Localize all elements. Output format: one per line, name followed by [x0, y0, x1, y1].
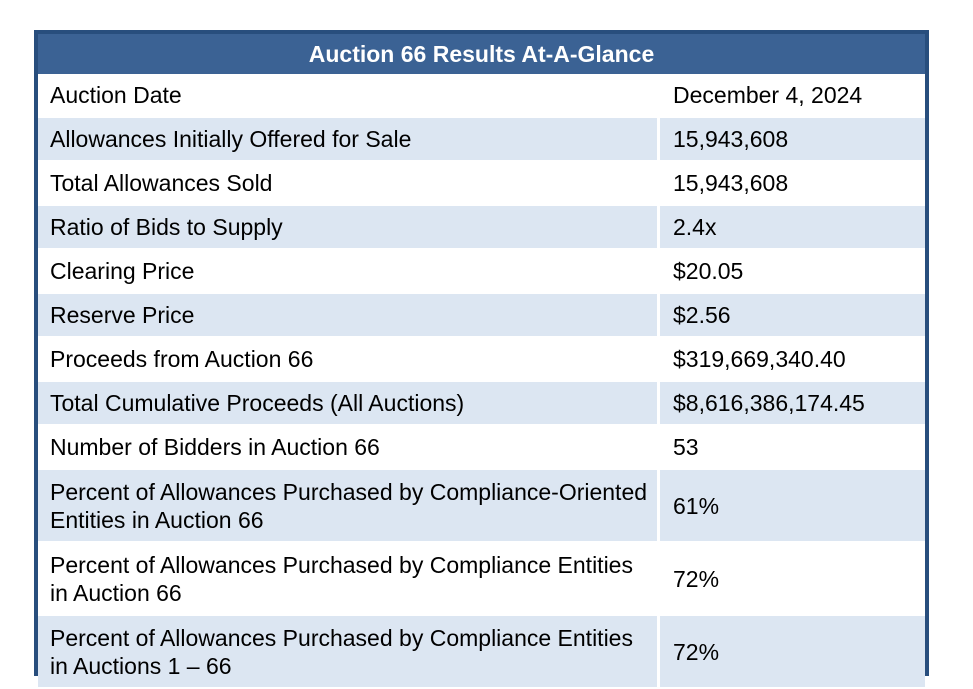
row-label: Total Allowances Sold [38, 162, 660, 204]
row-value: December 4, 2024 [673, 82, 863, 108]
row-value: $319,669,340.40 [673, 346, 846, 372]
row-label: Total Cumulative Proceeds (All Auctions) [38, 382, 660, 424]
table-row-auction-date: Auction Date December 4, 2024 [38, 74, 925, 116]
row-label: Reserve Price [38, 294, 660, 336]
table-row-compliance-oriented-percent: Percent of Allowances Purchased by Compl… [38, 468, 925, 541]
table-row-proceeds: Proceeds from Auction 66 $319,669,340.40 [38, 336, 925, 380]
row-value: 61% [660, 470, 925, 541]
table-row-clearing-price: Clearing Price $20.05 [38, 248, 925, 292]
row-value: 72% [673, 565, 720, 592]
row-label: Clearing Price [38, 250, 660, 292]
table-row-bidders: Number of Bidders in Auction 66 53 [38, 424, 925, 468]
table-title: Auction 66 Results At-A-Glance [38, 34, 925, 74]
table-row-bid-ratio: Ratio of Bids to Supply 2.4x [38, 204, 925, 248]
row-value: 15,943,608 [660, 118, 925, 160]
row-value: $2.56 [660, 294, 925, 336]
row-label: Percent of Allowances Purchased by Compl… [38, 616, 660, 687]
table-row-compliance-entities-percent: Percent of Allowances Purchased by Compl… [38, 541, 925, 614]
row-label: Percent of Allowances Purchased by Compl… [38, 470, 660, 541]
row-value: 2.4x [660, 206, 925, 248]
table-row-allowances-offered: Allowances Initially Offered for Sale 15… [38, 116, 925, 160]
row-label: Proceeds from Auction 66 [38, 338, 660, 380]
table-body: Auction Date December 4, 2024 Allowances… [38, 74, 925, 687]
row-label: Allowances Initially Offered for Sale [38, 118, 660, 160]
table-row-allowances-sold: Total Allowances Sold 15,943,608 [38, 160, 925, 204]
table-row-reserve-price: Reserve Price $2.56 [38, 292, 925, 336]
row-value: $8,616,386,174.45 [660, 382, 925, 424]
row-label: Number of Bidders in Auction 66 [38, 426, 660, 468]
row-label: Ratio of Bids to Supply [38, 206, 660, 248]
row-value: $20.05 [673, 258, 744, 284]
table-row-cumulative-proceeds: Total Cumulative Proceeds (All Auctions)… [38, 380, 925, 424]
row-label: Percent of Allowances Purchased by Compl… [38, 543, 660, 614]
auction-results-table: Auction 66 Results At-A-Glance Auction D… [34, 30, 929, 687]
row-value: 72% [660, 616, 925, 687]
row-value: 53 [673, 434, 699, 460]
row-value: 15,943,608 [673, 170, 789, 196]
table-row-compliance-entities-all-auctions: Percent of Allowances Purchased by Compl… [38, 614, 925, 687]
row-label: Auction Date [38, 74, 660, 116]
